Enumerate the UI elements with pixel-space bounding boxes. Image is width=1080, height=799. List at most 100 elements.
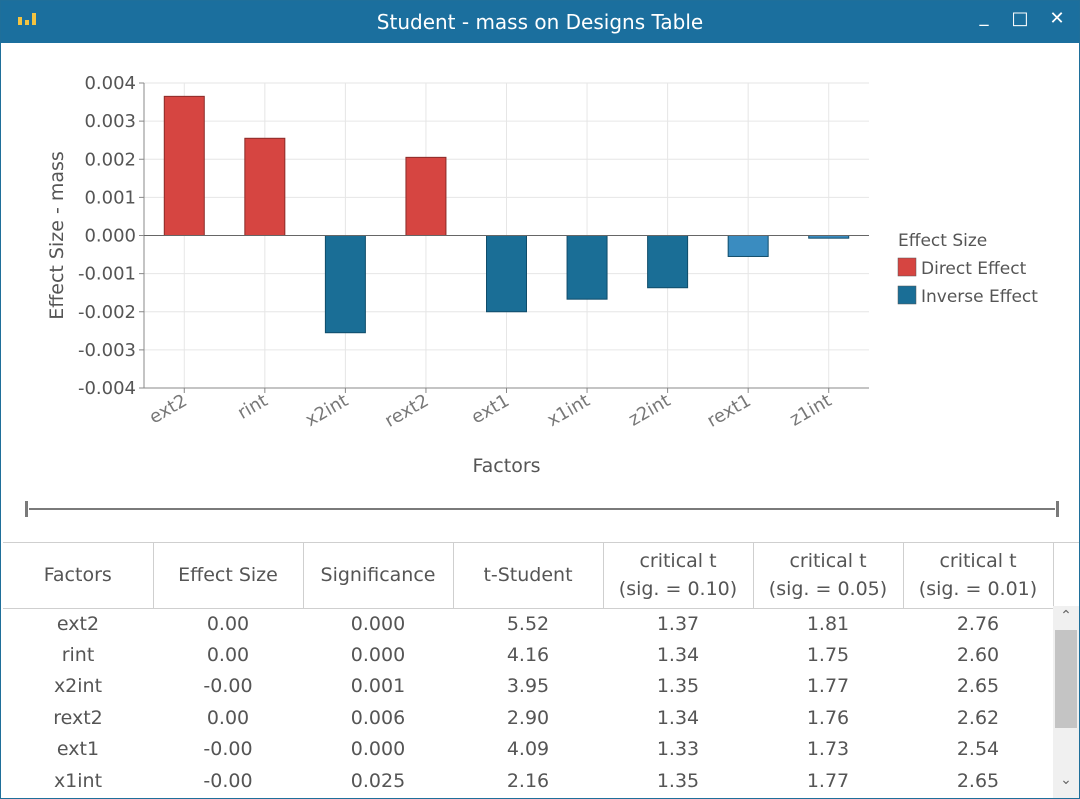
bar-ext1 (486, 235, 527, 313)
cell-significance: 0.025 (350, 769, 406, 792)
close-button[interactable]: ✕ (1049, 8, 1065, 29)
header-label: t-Student (483, 564, 573, 587)
cell-effect-size: 0.00 (206, 612, 250, 635)
cell-critical-t-005: 1.77 (806, 769, 850, 792)
cell-factor: ext1 (56, 738, 100, 761)
header-label: Effect Size (178, 564, 278, 587)
bar-ext2 (163, 95, 205, 236)
header-critical-t-010[interactable]: critical t (sig. = 0.10) (603, 543, 754, 609)
cell-significance: 0.000 (350, 738, 406, 761)
cell-significance: 0.000 (350, 612, 406, 635)
y-tick-label: -0.001 (78, 264, 136, 285)
cell-critical-t-001: 2.54 (956, 738, 1000, 761)
cell-critical-t-010: 1.33 (656, 738, 700, 761)
cell-t-student: 4.16 (506, 644, 550, 667)
splitter-right-cap (1056, 501, 1059, 517)
table-row[interactable]: rext2 0.00 0.006 2.90 1.34 1.76 2.62 (3, 702, 1053, 733)
y-tick-label: 0.004 (84, 73, 136, 94)
scroll-thumb[interactable] (1055, 630, 1077, 728)
x-axis-title: Factors (472, 455, 540, 477)
cell-factor: x1int (53, 769, 103, 792)
table-row[interactable]: x2int -0.00 0.001 3.95 1.35 1.77 2.65 (3, 671, 1053, 702)
x-tick-label: x2int (302, 390, 352, 431)
header-label: critical t (789, 550, 867, 573)
window-title: Student - mass on Designs Table (376, 10, 704, 34)
legend-label-inverse: Inverse Effect (921, 287, 1038, 307)
legend-swatch-inverse (897, 285, 917, 305)
header-label: Significance (320, 564, 436, 587)
cell-significance: 0.000 (350, 644, 406, 667)
x-tick-label: ext2 (146, 390, 191, 428)
cell-critical-t-010: 1.35 (656, 769, 700, 792)
x-tick-label: rint (234, 390, 271, 424)
cell-critical-t-010: 1.37 (656, 612, 700, 635)
y-tick-label: -0.004 (78, 378, 136, 399)
cell-t-student: 4.09 (506, 738, 550, 761)
cell-significance: 0.006 (350, 706, 406, 729)
x-tick-label: rext2 (381, 390, 432, 432)
y-tick-label: 0.001 (84, 187, 136, 208)
header-t-student[interactable]: t-Student (453, 543, 604, 609)
cell-factor: ext2 (56, 612, 100, 635)
cell-t-student: 3.95 (506, 675, 550, 698)
y-tick-label: 0.000 (84, 226, 136, 247)
minimize-button[interactable]: _ (979, 6, 989, 27)
scroll-down-arrow-icon[interactable]: ⌄ (1060, 772, 1072, 788)
bar-rint (244, 137, 286, 236)
cell-factor: x2int (53, 675, 103, 698)
table-row[interactable]: x1int -0.00 0.025 2.16 1.35 1.77 2.65 (3, 765, 1053, 796)
cell-t-student: 2.90 (506, 706, 550, 729)
x-tick-label: x1int (544, 390, 594, 431)
x-tick-label: ext1 (468, 390, 513, 428)
table-row[interactable]: ext1 -0.00 0.000 4.09 1.33 1.73 2.54 (3, 734, 1053, 765)
y-tick-label: -0.002 (78, 302, 136, 323)
legend-title: Effect Size (898, 231, 987, 251)
cell-critical-t-005: 1.81 (806, 612, 850, 635)
y-axis-title: Effect Size - mass (46, 151, 68, 320)
cell-factor: rint (61, 644, 95, 667)
scroll-up-arrow-icon[interactable]: ⌃ (1060, 608, 1072, 624)
cell-effect-size: 0.00 (206, 706, 250, 729)
header-label: critical t (639, 550, 717, 573)
y-tick-label: 0.002 (84, 149, 136, 170)
bar-x2int (324, 235, 366, 334)
bar-x1int (566, 235, 608, 300)
splitter-line (29, 508, 1055, 510)
table-row[interactable]: rint 0.00 0.000 4.16 1.34 1.75 2.60 (3, 639, 1053, 670)
table-header-row: Factors Effect Size Significance t-Stude… (3, 543, 1054, 609)
header-sublabel: (sig. = 0.10) (618, 578, 738, 601)
cell-effect-size: -0.00 (203, 738, 253, 761)
header-critical-t-001[interactable]: critical t (sig. = 0.01) (903, 543, 1054, 609)
x-tick-label: z2int (625, 390, 674, 430)
header-critical-t-005[interactable]: critical t (sig. = 0.05) (753, 543, 904, 609)
legend-swatch-direct (897, 257, 917, 277)
cell-significance: 0.001 (350, 675, 406, 698)
header-sublabel: (sig. = 0.05) (768, 578, 888, 601)
table-row[interactable]: ext2 0.00 0.000 5.52 1.37 1.81 2.76 (3, 608, 1053, 639)
header-significance[interactable]: Significance (303, 543, 454, 609)
pane-splitter[interactable] (25, 501, 1059, 517)
cell-critical-t-005: 1.77 (806, 675, 850, 698)
legend-label-direct: Direct Effect (921, 259, 1027, 279)
cell-critical-t-005: 1.76 (806, 706, 850, 729)
cell-critical-t-001: 2.65 (956, 769, 1000, 792)
splitter-left-cap (25, 501, 28, 517)
results-table: Factors Effect Size Significance t-Stude… (3, 543, 1054, 796)
effect-size-chart: 0.004 0.003 0.002 0.001 0.000 -0.001 -0.002 -0.… (1, 43, 1079, 493)
header-effect-size[interactable]: Effect Size (153, 543, 304, 609)
x-tick-label: z1int (786, 390, 835, 430)
title-bar[interactable]: Student - mass on Designs Table _ □ ✕ (1, 1, 1079, 43)
maximize-button[interactable]: □ (1011, 8, 1029, 29)
chart-app-icon (18, 13, 36, 25)
x-tick-label: rext1 (704, 390, 755, 432)
cell-effect-size: 0.00 (206, 644, 250, 667)
effect-size-chart-svg: 0.004 0.003 0.002 0.001 0.000 -0.001 -0.002 -0.… (46, 73, 1038, 477)
y-tick-label: -0.003 (78, 340, 136, 361)
cell-critical-t-005: 1.75 (806, 644, 850, 667)
table-vertical-scrollbar[interactable]: ⌃ ⌄ (1053, 606, 1079, 798)
cell-critical-t-001: 2.60 (956, 644, 1000, 667)
cell-effect-size: -0.00 (203, 675, 253, 698)
y-tick-label: 0.003 (84, 111, 136, 132)
bar-z2int (647, 235, 689, 289)
header-factors[interactable]: Factors (3, 543, 154, 609)
